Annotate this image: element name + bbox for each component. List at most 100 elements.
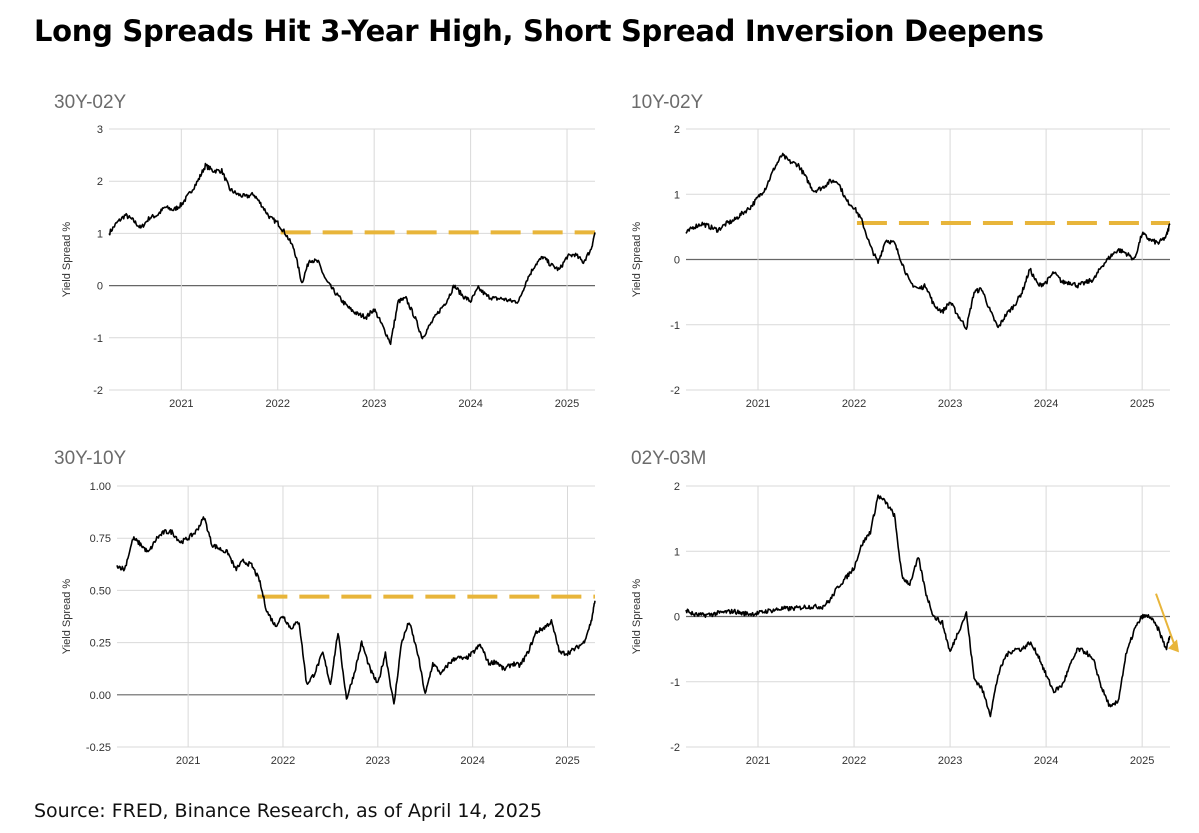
data-point xyxy=(116,222,117,223)
y-tick-label: 2 xyxy=(97,176,103,188)
data-point xyxy=(164,531,165,532)
data-point xyxy=(1070,665,1071,666)
data-point xyxy=(401,642,402,643)
data-point xyxy=(259,579,260,580)
series-line xyxy=(685,152,1171,330)
data-point xyxy=(789,608,790,609)
data-point xyxy=(949,652,950,653)
data-point xyxy=(269,217,270,218)
data-point xyxy=(741,213,742,214)
x-tick-label: 2025 xyxy=(555,398,579,410)
data-point xyxy=(574,254,575,255)
data-point xyxy=(990,714,991,715)
data-point xyxy=(709,614,710,615)
data-point xyxy=(685,233,686,234)
data-point xyxy=(133,220,134,221)
data-point xyxy=(140,544,141,545)
data-point xyxy=(1125,252,1126,253)
data-point xyxy=(330,684,331,685)
x-tick-label: 2021 xyxy=(746,755,770,767)
panel-title-30y-10y: 30Y-10Y xyxy=(54,448,127,469)
data-point xyxy=(195,531,196,532)
data-point xyxy=(837,181,838,182)
data-point xyxy=(957,314,958,315)
data-point xyxy=(337,632,338,633)
data-point xyxy=(901,262,902,263)
data-point xyxy=(933,305,934,306)
data-point xyxy=(1101,688,1102,689)
data-point xyxy=(805,177,806,178)
data-point xyxy=(925,593,926,594)
data-point xyxy=(567,652,568,653)
data-point xyxy=(536,632,537,633)
data-point xyxy=(314,673,315,674)
data-point xyxy=(282,615,283,616)
data-point xyxy=(973,678,974,679)
data-point xyxy=(765,187,766,188)
data-point xyxy=(1022,292,1023,293)
y-tick-label: -1 xyxy=(93,333,103,345)
x-tick-label: 2025 xyxy=(555,755,579,767)
x-tick-label: 2024 xyxy=(458,398,482,410)
data-point xyxy=(1169,223,1170,224)
y-tick-label: 0 xyxy=(674,612,680,624)
data-point xyxy=(805,606,806,607)
x-tick-label: 2022 xyxy=(842,755,866,767)
data-point xyxy=(1166,236,1167,237)
data-point xyxy=(188,194,189,195)
data-point xyxy=(511,301,512,302)
data-point xyxy=(981,688,982,689)
data-point xyxy=(237,194,238,195)
data-point xyxy=(741,613,742,614)
data-point xyxy=(966,327,967,328)
data-point xyxy=(1029,642,1030,643)
data-point xyxy=(173,209,174,210)
data-point xyxy=(1125,655,1126,656)
data-point xyxy=(290,627,291,628)
y-tick-label: 2 xyxy=(674,124,680,136)
data-point xyxy=(813,606,814,607)
data-point xyxy=(1014,305,1015,306)
data-point xyxy=(422,337,423,338)
data-point xyxy=(846,577,847,578)
data-point xyxy=(480,644,481,645)
data-point xyxy=(227,552,228,553)
data-point xyxy=(870,246,871,247)
data-point xyxy=(180,542,181,543)
x-tick-label: 2021 xyxy=(176,755,200,767)
data-point xyxy=(446,301,447,302)
y-tick-label: 1 xyxy=(674,546,680,558)
data-point xyxy=(294,248,295,249)
data-point xyxy=(181,204,182,205)
data-point xyxy=(478,288,479,289)
data-point xyxy=(213,170,214,171)
x-tick-label: 2023 xyxy=(938,755,962,767)
data-point xyxy=(472,652,473,653)
data-point xyxy=(108,233,109,234)
data-point xyxy=(717,613,718,614)
data-point xyxy=(526,280,527,281)
data-point xyxy=(1038,285,1039,286)
data-point xyxy=(774,168,775,169)
y-axis-label: Yield Spread % xyxy=(631,222,643,298)
data-point xyxy=(454,285,455,286)
data-point xyxy=(894,515,895,516)
data-point xyxy=(318,262,319,263)
data-point xyxy=(1142,233,1143,234)
y-tick-label: 3 xyxy=(97,124,103,136)
data-point xyxy=(374,308,375,309)
data-point xyxy=(346,698,347,699)
data-point xyxy=(543,627,544,628)
data-point xyxy=(512,663,513,664)
data-point xyxy=(124,569,125,570)
data-point xyxy=(425,694,426,695)
x-tick-label: 2025 xyxy=(1130,755,1154,767)
data-point xyxy=(949,301,950,302)
y-tick-label: 0.00 xyxy=(90,690,111,702)
panel-title-30y-02y: 30Y-02Y xyxy=(54,92,127,113)
data-point xyxy=(448,663,449,664)
y-tick-label: 0.25 xyxy=(90,638,111,650)
y-tick-label: -2 xyxy=(670,385,680,397)
data-point xyxy=(957,632,958,633)
